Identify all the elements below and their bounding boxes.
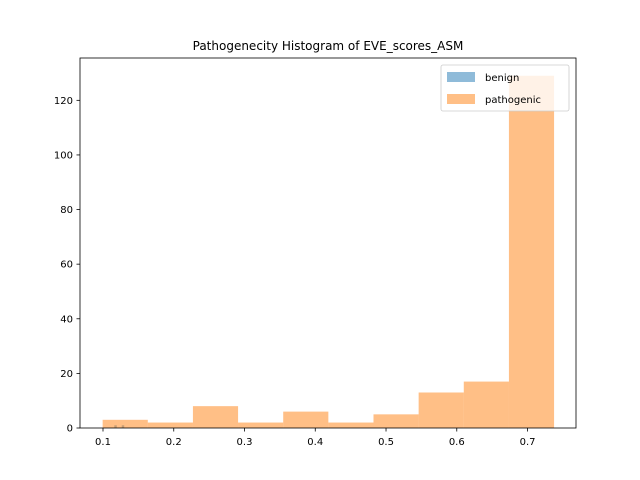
legend-swatch-pathogenic <box>447 94 475 104</box>
x-tick-label-1: 0.2 <box>166 437 182 448</box>
legend-label-benign: benign <box>485 73 519 84</box>
bar-pathogenic-5 <box>328 422 374 428</box>
y-tick-label-3: 60 <box>60 260 73 271</box>
y-tick-label-0: 0 <box>67 424 73 435</box>
bar-pathogenic-9 <box>508 75 555 428</box>
x-tick-label-5: 0.6 <box>449 437 465 448</box>
bar-pathogenic-2 <box>192 406 239 428</box>
x-tick-label-6: 0.7 <box>520 437 536 448</box>
x-tick-label-2: 0.3 <box>237 437 253 448</box>
chart-title: Pathogenecity Histogram of EVE_scores_AS… <box>193 39 464 53</box>
bar-pathogenic-1 <box>147 422 193 428</box>
bar-pathogenic-3 <box>238 422 284 428</box>
y-tick-label-6: 120 <box>54 96 73 107</box>
x-tick-label-0: 0.1 <box>95 437 111 448</box>
legend-label-pathogenic: pathogenic <box>485 95 541 106</box>
bar-pathogenic-6 <box>373 414 419 428</box>
axes-layer: 0.1 0.2 0.3 0.4 0.5 0.6 0.7 0 20 40 60 80 100 120 <box>54 57 577 448</box>
bars-layer <box>102 75 555 428</box>
bar-pathogenic-8 <box>463 381 509 428</box>
bar-pathogenic-4 <box>283 411 329 428</box>
legend: benign pathogenic <box>440 64 570 112</box>
y-tick-label-2: 40 <box>60 314 73 325</box>
x-tick-label-4: 0.5 <box>378 437 394 448</box>
bar-pathogenic-7 <box>418 392 464 428</box>
plot-frame <box>79 57 577 429</box>
x-tick-label-3: 0.4 <box>307 437 323 448</box>
y-tick-label-1: 20 <box>60 369 73 380</box>
y-tick-label-4: 80 <box>60 205 73 216</box>
bar-pathogenic-0 <box>102 419 148 428</box>
y-tick-label-5: 100 <box>54 150 73 161</box>
legend-swatch-benign <box>447 72 475 82</box>
